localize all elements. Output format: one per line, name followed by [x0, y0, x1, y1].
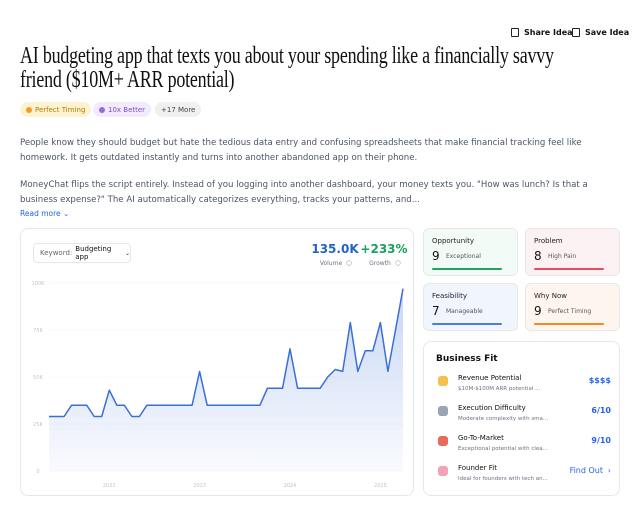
tag-text: 10x Better — [108, 105, 146, 114]
metric-card[interactable]: Opportunity 9 Exceptional — [423, 228, 518, 276]
read-more[interactable]: Read more ⌄ — [20, 209, 70, 218]
metric-label: Manageable — [446, 308, 483, 315]
y-tick-label: 25K — [33, 422, 43, 428]
fit-name: Founder Fit — [458, 464, 497, 472]
fit-icon — [438, 376, 448, 386]
fit-value: $$$$ — [588, 376, 611, 385]
chart: 135.0K Volume +233% Growth 0 25K 50K 75K 100K 202… — [32, 242, 408, 489]
area — [49, 288, 403, 471]
line — [49, 288, 404, 418]
metric-bar — [432, 268, 502, 270]
info-icon — [395, 260, 401, 266]
fit-name: Go-To-Market — [458, 434, 504, 442]
tag-text: +17 More — [161, 105, 196, 114]
metric-name: Feasibility — [432, 292, 467, 300]
keyword-label: Keyword: — [40, 249, 73, 257]
metric-name: Opportunity — [432, 237, 475, 245]
fit-value[interactable]: Find Out — [569, 466, 603, 475]
fit-row: Execution Difficulty Moderate complexity … — [436, 404, 611, 432]
fit-name: Revenue Potential — [458, 374, 522, 382]
save-icon — [572, 28, 580, 37]
metric-name: Problem — [534, 237, 563, 245]
tag-icon — [99, 106, 105, 113]
y-tick-label: 50K — [33, 375, 43, 381]
metric-bar — [534, 268, 604, 270]
y-tick-label: 75K — [33, 328, 43, 334]
save-button[interactable]: Save Idea — [572, 28, 629, 37]
metric-label: Perfect Timing — [548, 308, 592, 315]
x-tick-label: 2025 — [374, 483, 387, 489]
fit-icon — [438, 466, 448, 476]
metric-bar — [534, 323, 604, 325]
fit-icon — [438, 406, 448, 416]
tag[interactable]: Perfect Timing — [20, 102, 92, 117]
tag[interactable]: +17 More — [155, 102, 202, 117]
stat-label: Growth — [369, 260, 391, 267]
y-tick-label: 100K — [32, 281, 46, 287]
x-tick-label: 2023 — [193, 483, 206, 489]
save-text: Save Idea — [585, 28, 630, 37]
share-button[interactable]: Share Idea — [511, 28, 573, 37]
chart-card: Keyword: Budgeting app ⌄ 135.0K Volume +233… — [20, 228, 414, 496]
share-text: Share Idea — [524, 28, 573, 37]
metric-score: 9 — [432, 249, 440, 263]
metric-score: 8 — [534, 249, 542, 263]
y-tick-label: 0 — [36, 469, 39, 475]
stat-value: 135.0K — [311, 242, 359, 256]
description: MoneyChat flips the script entirely. Ins… — [20, 180, 588, 205]
fit-row: Go-To-Market Exceptional potential with c… — [436, 434, 611, 462]
metric-label: High Pain — [548, 253, 577, 260]
fit-detail: Ideal for founders with tech an... — [458, 476, 548, 482]
fit-name: Execution Difficulty — [458, 404, 526, 412]
fit-row: Revenue Potential $10M-$100M ARR potentia… — [436, 374, 611, 402]
fit-row: Founder Fit Ideal for founders with tech … — [436, 464, 611, 492]
fit-detail: Exceptional potential with clea... — [458, 446, 548, 452]
stat-label: Volume — [320, 260, 343, 267]
fit-icon — [438, 436, 448, 446]
fit-detail: $10M-$100M ARR potential ... — [458, 386, 541, 392]
business-fit-card: Business Fit Revenue Potential $10M-$100M… — [423, 341, 620, 496]
tag-text: Perfect Timing — [35, 105, 86, 114]
stat-value: +233% — [360, 242, 407, 256]
fit-value: 6/10 — [591, 406, 611, 415]
fit-detail: Moderate complexity with sma... — [458, 416, 549, 422]
metric-name: Why Now — [534, 292, 567, 300]
idea-title: AI budgeting app that texts you about yo… — [20, 43, 554, 93]
metric-label: Exceptional — [446, 253, 481, 260]
metric-bar — [432, 323, 502, 325]
tag[interactable]: 10x Better — [93, 102, 152, 117]
keyword-dropdown[interactable]: Keyword: Budgeting app ⌄ — [33, 243, 131, 263]
info-icon — [346, 260, 352, 266]
metric-score: 9 — [534, 304, 542, 318]
description: People know they should budget but hate … — [20, 138, 582, 163]
share-icon — [511, 28, 519, 37]
tag-icon — [26, 106, 32, 113]
metric-score: 7 — [432, 304, 440, 318]
read-more-text: Read more — [20, 209, 61, 218]
fit-value: 9/10 — [591, 436, 611, 445]
x-tick-label: 2022 — [103, 483, 116, 489]
metric-card[interactable]: Feasibility 7 Manageable — [423, 283, 518, 331]
keyword-value: Budgeting app — [75, 245, 112, 261]
chevron: › — [607, 466, 611, 475]
metric-card[interactable]: Problem 8 High Pain — [525, 228, 620, 276]
business-fit-title: Business Fit — [436, 354, 498, 364]
x-tick-label: 2024 — [284, 483, 297, 489]
metric-card[interactable]: Why Now 9 Perfect Timing — [525, 283, 620, 331]
